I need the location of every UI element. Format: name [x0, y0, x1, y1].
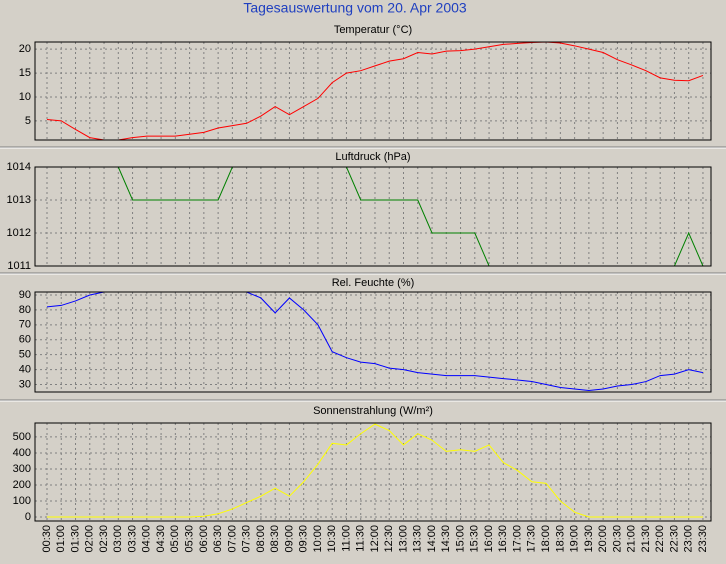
y-tick-label: 100 — [13, 495, 31, 507]
x-tick-label: 06:30 — [212, 525, 224, 553]
x-tick-label: 18:30 — [554, 525, 566, 553]
y-tick-label: 30 — [19, 378, 31, 390]
x-tick-label: 15:30 — [469, 525, 481, 553]
x-tick-label: 23:00 — [683, 525, 695, 553]
x-tick-label: 06:00 — [198, 525, 210, 553]
y-tick-label: 200 — [13, 479, 31, 491]
y-tick-label: 15 — [19, 67, 31, 79]
panel-title: Luftdruck (hPa) — [335, 151, 410, 163]
x-tick-label: 14:00 — [426, 525, 438, 553]
x-tick-label: 16:30 — [497, 525, 509, 553]
x-tick-label: 21:30 — [640, 525, 652, 553]
x-tick-label: 09:00 — [283, 525, 295, 553]
x-tick-label: 04:00 — [141, 525, 153, 553]
y-tick-label: 1013 — [7, 194, 31, 206]
x-tick-label: 01:00 — [55, 525, 67, 553]
y-tick-label: 60 — [19, 334, 31, 346]
y-tick-label: 20 — [19, 43, 31, 55]
x-tick-label: 10:00 — [312, 525, 324, 553]
x-tick-label: 09:30 — [298, 525, 310, 553]
y-tick-label: 1014 — [7, 161, 31, 173]
x-tick-label: 01:30 — [69, 525, 81, 553]
y-tick-label: 80 — [19, 304, 31, 316]
panel-title: Sonnenstrahlung (W/m²) — [313, 405, 433, 417]
y-tick-label: 1011 — [7, 260, 31, 272]
x-tick-label: 19:30 — [583, 525, 595, 553]
x-tick-label: 20:30 — [611, 525, 623, 553]
x-tick-label: 23:30 — [697, 525, 709, 553]
plot-border — [34, 166, 712, 267]
x-tick-label: 03:00 — [112, 525, 124, 553]
x-tick-label: 14:30 — [440, 525, 452, 553]
x-tick-label: 02:30 — [98, 525, 110, 553]
y-tick-label: 40 — [19, 364, 31, 376]
panel-title: Temperatur (°C) — [334, 24, 412, 36]
x-tick-label: 22:30 — [668, 525, 680, 553]
y-tick-label: 70 — [19, 319, 31, 331]
y-tick-label: 1012 — [7, 227, 31, 239]
x-tick-label: 13:00 — [397, 525, 409, 553]
y-tick-label: 50 — [19, 349, 31, 361]
y-tick-label: 5 — [25, 115, 31, 127]
plot-border — [34, 41, 712, 141]
plot-border — [34, 291, 712, 393]
y-tick-label: 10 — [19, 91, 31, 103]
y-tick-label: 0 — [25, 511, 31, 523]
panel-title: Rel. Feuchte (%) — [332, 277, 415, 289]
x-tick-label: 18:00 — [540, 525, 552, 553]
plot-area — [35, 292, 711, 392]
page-title: Tagesauswertung vom 20. Apr 2003 — [243, 0, 467, 16]
x-tick-label: 11:00 — [340, 525, 352, 552]
x-tick-label: 11:30 — [355, 525, 367, 552]
x-tick-label: 20:00 — [597, 525, 609, 553]
x-tick-label: 15:00 — [454, 525, 466, 553]
x-tick-label: 07:30 — [241, 525, 253, 553]
y-tick-label: 500 — [13, 431, 31, 443]
y-tick-label: 90 — [19, 289, 31, 301]
y-tick-label: 400 — [13, 447, 31, 459]
x-tick-label: 10:30 — [326, 525, 338, 553]
x-tick-label: 16:00 — [483, 525, 495, 553]
x-tick-label: 08:00 — [255, 525, 267, 553]
line — [47, 423, 703, 518]
x-tick-label: 17:30 — [526, 525, 538, 553]
x-tick-label: 04:30 — [155, 525, 167, 553]
plot-area — [35, 167, 711, 266]
x-tick-label: 19:00 — [569, 525, 581, 553]
y-tick-label: 300 — [13, 463, 31, 475]
x-tick-label: 05:30 — [184, 525, 196, 553]
x-tick-label: 22:00 — [654, 525, 666, 553]
plot-area — [35, 423, 711, 521]
x-tick-label: 00:30 — [41, 525, 53, 553]
x-tick-label: 07:00 — [226, 525, 238, 553]
plot-border — [34, 422, 712, 522]
x-tick-label: 21:00 — [626, 525, 638, 553]
x-tick-label: 13:30 — [412, 525, 424, 553]
x-tick-label: 03:30 — [126, 525, 138, 553]
x-tick-label: 02:00 — [84, 525, 96, 553]
line — [46, 41, 704, 141]
x-tick-label: 17:00 — [511, 525, 523, 553]
x-tick-label: 12:00 — [369, 525, 381, 553]
x-tick-label: 12:30 — [383, 525, 395, 553]
x-tick-label: 05:00 — [169, 525, 181, 553]
x-tick-label: 08:30 — [269, 525, 281, 553]
plot-area — [35, 42, 711, 140]
